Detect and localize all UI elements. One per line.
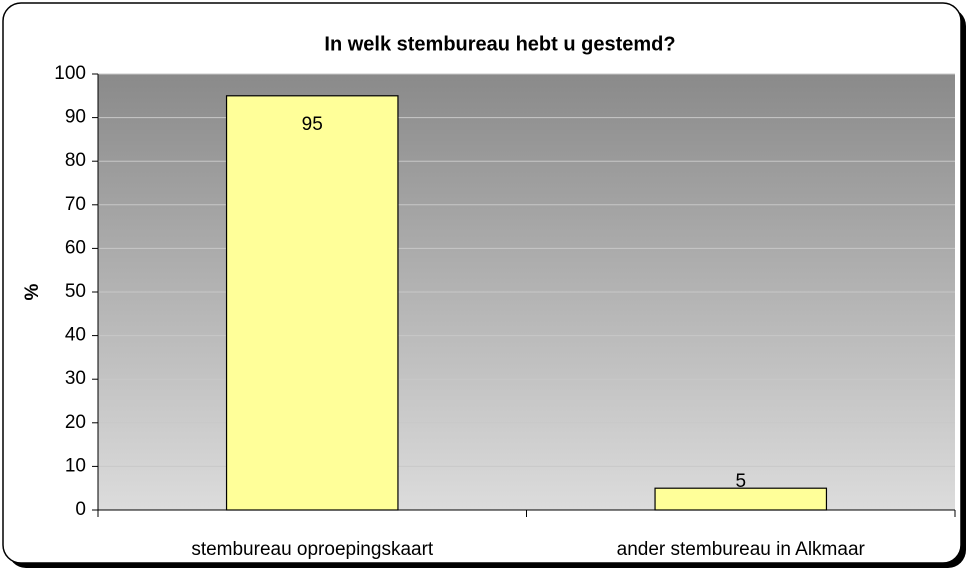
data-label: 5 bbox=[735, 471, 746, 492]
x-tick-label: stembureau oproepingskaart bbox=[191, 539, 434, 560]
y-tick-label: 40 bbox=[65, 325, 86, 346]
y-axis-label: % bbox=[22, 283, 43, 300]
y-tick-label: 20 bbox=[65, 412, 86, 433]
chart-title: In welk stembureau hebt u gestemd? bbox=[324, 33, 675, 55]
y-tick-label: 0 bbox=[75, 499, 86, 520]
y-tick-label: 70 bbox=[65, 194, 86, 215]
y-tick-label: 10 bbox=[65, 455, 86, 476]
y-tick-label: 80 bbox=[65, 150, 86, 171]
x-tick-label: ander stembureau in Alkmaar bbox=[617, 539, 866, 560]
y-tick-label: 90 bbox=[65, 107, 86, 128]
y-tick-label: 30 bbox=[65, 368, 86, 389]
y-tick-label: 100 bbox=[54, 63, 86, 84]
bar bbox=[654, 487, 828, 511]
data-label: 95 bbox=[302, 114, 323, 135]
y-tick-label: 60 bbox=[65, 237, 86, 258]
bar bbox=[225, 95, 399, 511]
y-tick-label: 50 bbox=[65, 281, 86, 302]
